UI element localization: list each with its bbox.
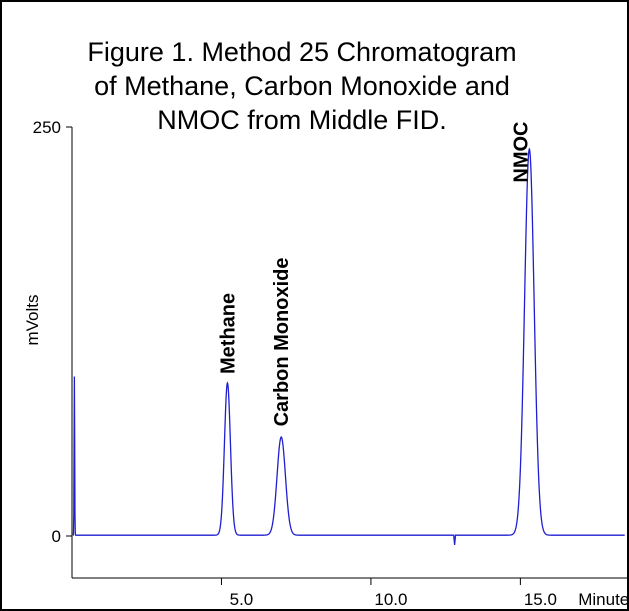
- x-axis-label: Minutes: [578, 590, 629, 609]
- chart-title-line-3: NMOC from Middle FID.: [157, 105, 447, 135]
- y-axis-ticks: 0 250: [33, 118, 72, 546]
- y-tick-label: 250: [33, 118, 61, 137]
- x-tick-label: 10.0: [374, 590, 407, 609]
- peak-label: Carbon Monoxide: [271, 258, 293, 427]
- chromatogram-trace-0: [72, 147, 625, 546]
- series-group: [72, 147, 625, 546]
- y-tick-label: 0: [52, 527, 61, 546]
- annotation-group: Methane Carbon Monoxide NMOC: [217, 121, 532, 426]
- x-tick-label: 15.0: [524, 590, 557, 609]
- peak-label: NMOC: [510, 121, 532, 182]
- x-tick-label: 5.0: [230, 590, 254, 609]
- chart-title-line-2: of Methane, Carbon Monoxide and: [94, 71, 510, 101]
- y-axis-label: mVolts: [23, 294, 42, 345]
- chart-title-line-1: Figure 1. Method 25 Chromatogram: [87, 37, 516, 67]
- x-axis-ticks: 5.0 10.0 15.0: [220, 578, 557, 609]
- peak-label: Methane: [217, 293, 239, 374]
